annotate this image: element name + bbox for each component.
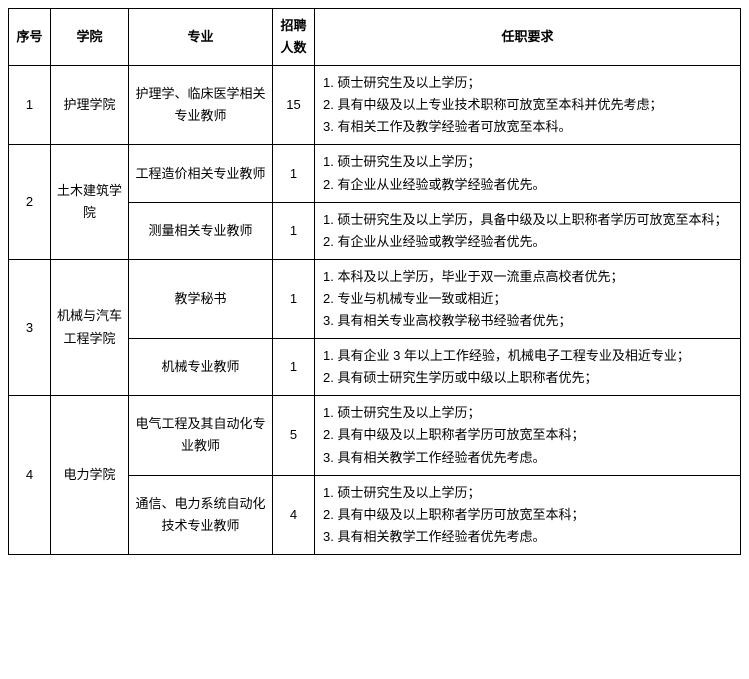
cell-count: 1 — [273, 339, 315, 396]
table-row: 4电力学院电气工程及其自动化专业教师51. 硕士研究生及以上学历；2. 具有中级… — [9, 396, 741, 475]
cell-college: 护理学院 — [51, 66, 129, 145]
cell-major: 教学秘书 — [129, 259, 273, 338]
cell-count: 15 — [273, 66, 315, 145]
cell-seq: 3 — [9, 259, 51, 395]
cell-requirements: 1. 硕士研究生及以上学历；2. 具有中级及以上专业技术职称可放宽至本科并优先考… — [315, 66, 741, 145]
cell-major: 通信、电力系统自动化技术专业教师 — [129, 475, 273, 554]
table-row: 3机械与汽车工程学院教学秘书11. 本科及以上学历，毕业于双一流重点高校者优先；… — [9, 259, 741, 338]
cell-college: 土木建筑学院 — [51, 145, 129, 259]
cell-seq: 2 — [9, 145, 51, 259]
header-major: 专业 — [129, 9, 273, 66]
header-college: 学院 — [51, 9, 129, 66]
cell-count: 1 — [273, 202, 315, 259]
cell-requirements: 1. 具有企业 3 年以上工作经验，机械电子工程专业及相近专业；2. 具有硕士研… — [315, 339, 741, 396]
header-req: 任职要求 — [315, 9, 741, 66]
cell-major: 电气工程及其自动化专业教师 — [129, 396, 273, 475]
header-count: 招聘人数 — [273, 9, 315, 66]
cell-seq: 1 — [9, 66, 51, 145]
cell-major: 机械专业教师 — [129, 339, 273, 396]
cell-count: 4 — [273, 475, 315, 554]
cell-requirements: 1. 硕士研究生及以上学历；2. 具有中级及以上职称者学历可放宽至本科；3. 具… — [315, 396, 741, 475]
table-row: 2土木建筑学院工程造价相关专业教师11. 硕士研究生及以上学历；2. 有企业从业… — [9, 145, 741, 202]
recruitment-table: 序号 学院 专业 招聘人数 任职要求 1护理学院护理学、临床医学相关专业教师15… — [8, 8, 741, 555]
cell-major: 护理学、临床医学相关专业教师 — [129, 66, 273, 145]
cell-requirements: 1. 硕士研究生及以上学历，具备中级及以上职称者学历可放宽至本科；2. 有企业从… — [315, 202, 741, 259]
cell-college: 机械与汽车工程学院 — [51, 259, 129, 395]
cell-requirements: 1. 硕士研究生及以上学历；2. 具有中级及以上职称者学历可放宽至本科；3. 具… — [315, 475, 741, 554]
cell-count: 1 — [273, 259, 315, 338]
cell-major: 测量相关专业教师 — [129, 202, 273, 259]
cell-requirements: 1. 硕士研究生及以上学历；2. 有企业从业经验或教学经验者优先。 — [315, 145, 741, 202]
cell-count: 1 — [273, 145, 315, 202]
table-row: 1护理学院护理学、临床医学相关专业教师151. 硕士研究生及以上学历；2. 具有… — [9, 66, 741, 145]
cell-seq: 4 — [9, 396, 51, 555]
cell-requirements: 1. 本科及以上学历，毕业于双一流重点高校者优先；2. 专业与机械专业一致或相近… — [315, 259, 741, 338]
cell-major: 工程造价相关专业教师 — [129, 145, 273, 202]
table-header-row: 序号 学院 专业 招聘人数 任职要求 — [9, 9, 741, 66]
cell-college: 电力学院 — [51, 396, 129, 555]
header-seq: 序号 — [9, 9, 51, 66]
cell-count: 5 — [273, 396, 315, 475]
